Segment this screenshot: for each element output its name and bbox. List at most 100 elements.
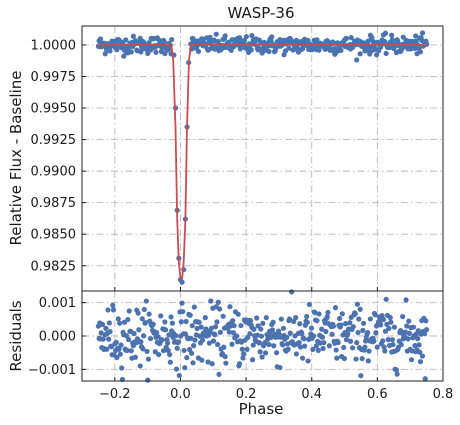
residual-point bbox=[304, 319, 310, 325]
top-frame bbox=[81, 25, 444, 292]
flux-point bbox=[102, 51, 108, 57]
residual-point bbox=[403, 297, 409, 303]
flux-point bbox=[228, 47, 234, 53]
residual-point bbox=[138, 339, 144, 345]
residual-point bbox=[380, 316, 387, 323]
top-ytick-label: 0.9925 bbox=[31, 133, 77, 148]
residual-point bbox=[388, 319, 394, 325]
residual-point bbox=[165, 348, 171, 354]
residual-point bbox=[167, 351, 173, 358]
residual-point bbox=[372, 312, 378, 318]
flux-point bbox=[367, 51, 373, 57]
residual-frame bbox=[81, 290, 444, 382]
residual-point bbox=[321, 340, 327, 346]
residual-point bbox=[124, 347, 130, 354]
residual-point bbox=[391, 324, 397, 330]
residual-point bbox=[215, 341, 221, 348]
flux-point bbox=[382, 30, 389, 36]
residual-point bbox=[105, 307, 111, 313]
flux-point bbox=[314, 37, 320, 43]
residual-point bbox=[313, 343, 319, 349]
residual-point bbox=[162, 319, 168, 325]
residual-point bbox=[205, 359, 211, 365]
residual-point bbox=[314, 318, 320, 324]
residual-point bbox=[135, 310, 141, 316]
residual-point bbox=[125, 336, 132, 343]
flux-point bbox=[123, 37, 129, 43]
residual-point bbox=[250, 342, 256, 348]
flux-point bbox=[357, 51, 363, 57]
residual-point bbox=[393, 367, 400, 373]
residual-point bbox=[118, 342, 124, 348]
residual-xtick-label: −0.2 bbox=[99, 387, 131, 402]
residual-point bbox=[415, 336, 421, 342]
residual-point bbox=[423, 318, 429, 324]
flux-point bbox=[215, 38, 221, 45]
flux-point bbox=[354, 57, 360, 63]
residual-point bbox=[244, 346, 250, 352]
residual-point bbox=[352, 311, 358, 317]
residual-point bbox=[152, 349, 158, 355]
residual-point bbox=[380, 338, 386, 344]
residual-point bbox=[235, 311, 241, 317]
residual-point bbox=[210, 338, 217, 344]
residual-ytick-label: −0.001 bbox=[28, 363, 76, 378]
residual-point bbox=[202, 315, 208, 321]
residual-xtick-label: 0.0 bbox=[170, 387, 191, 402]
residual-point bbox=[222, 354, 228, 360]
residual-point bbox=[212, 332, 218, 338]
flux-point bbox=[382, 38, 388, 45]
residual-point bbox=[319, 326, 325, 332]
residual-point bbox=[362, 344, 368, 350]
residual-point bbox=[293, 315, 299, 321]
residual-point bbox=[398, 342, 404, 348]
flux-point bbox=[413, 33, 419, 39]
residual-point bbox=[310, 346, 316, 352]
residual-point bbox=[182, 365, 188, 371]
flux-point bbox=[130, 33, 136, 39]
residual-point bbox=[405, 336, 411, 342]
residual-point bbox=[371, 338, 377, 344]
residual-point bbox=[249, 357, 256, 363]
residual-point bbox=[319, 334, 326, 340]
residual-point bbox=[125, 316, 131, 323]
residual-point bbox=[113, 339, 119, 345]
residual-point bbox=[258, 326, 264, 332]
residual-point bbox=[338, 322, 344, 328]
residual-point bbox=[330, 323, 337, 329]
residual-point bbox=[140, 346, 146, 352]
residual-point bbox=[158, 313, 164, 319]
flux-point bbox=[249, 33, 255, 39]
residual-point bbox=[302, 343, 308, 349]
residual-point bbox=[343, 337, 350, 343]
residual-point bbox=[280, 342, 286, 348]
residual-point bbox=[383, 296, 389, 302]
residual-point bbox=[373, 330, 379, 336]
residual-point bbox=[387, 314, 393, 321]
residual-point bbox=[357, 306, 363, 312]
top-ytick-label: 0.9975 bbox=[31, 70, 77, 85]
residual-point bbox=[143, 319, 149, 326]
residual-point bbox=[422, 376, 428, 382]
residual-point bbox=[257, 349, 263, 355]
flux-point bbox=[153, 49, 159, 55]
residual-point bbox=[262, 350, 269, 356]
residual-point bbox=[258, 333, 265, 339]
residual-point bbox=[251, 326, 257, 332]
residual-point bbox=[126, 308, 132, 314]
residual-point bbox=[406, 318, 412, 324]
residual-point bbox=[360, 327, 366, 333]
flux-point bbox=[330, 39, 336, 45]
residual-point bbox=[280, 325, 286, 331]
residual-point bbox=[341, 355, 347, 362]
residual-point bbox=[150, 321, 156, 327]
residual-point bbox=[266, 341, 272, 348]
residual-point bbox=[287, 330, 293, 336]
residual-point bbox=[180, 308, 186, 315]
residual-point bbox=[254, 332, 260, 338]
residual-point bbox=[400, 314, 406, 320]
residual-point bbox=[421, 331, 428, 337]
residual-point bbox=[217, 306, 223, 312]
residual-point bbox=[386, 325, 392, 332]
